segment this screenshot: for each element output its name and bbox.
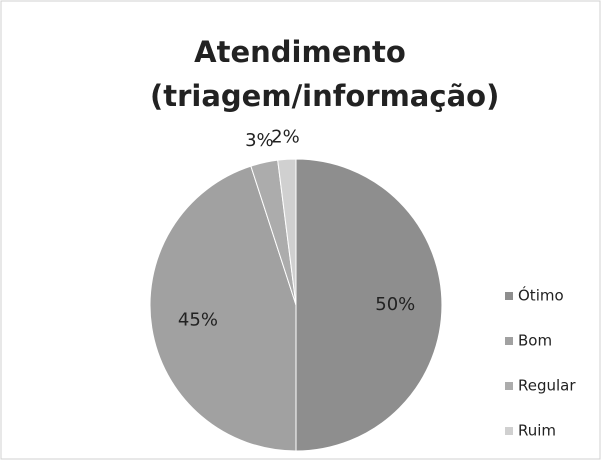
legend-label: Regular xyxy=(518,377,576,395)
data-label: 45% xyxy=(178,310,218,331)
legend-swatch xyxy=(505,382,513,390)
legend-swatch xyxy=(505,337,513,345)
pie-slice xyxy=(277,158,297,306)
data-label: 2% xyxy=(271,126,300,147)
pie-slice xyxy=(149,165,297,452)
legend-label: Ruim xyxy=(518,422,556,440)
data-label: 3% xyxy=(245,130,274,151)
pie-slice xyxy=(295,158,443,452)
legend-label: Bom xyxy=(518,332,552,350)
legend-swatch xyxy=(505,427,513,435)
legend-label: Ótimo xyxy=(518,286,564,305)
data-label: 50% xyxy=(375,294,415,315)
legend-swatch xyxy=(505,292,513,300)
chart-title: Atendimento (triagem/informação) xyxy=(150,35,500,113)
